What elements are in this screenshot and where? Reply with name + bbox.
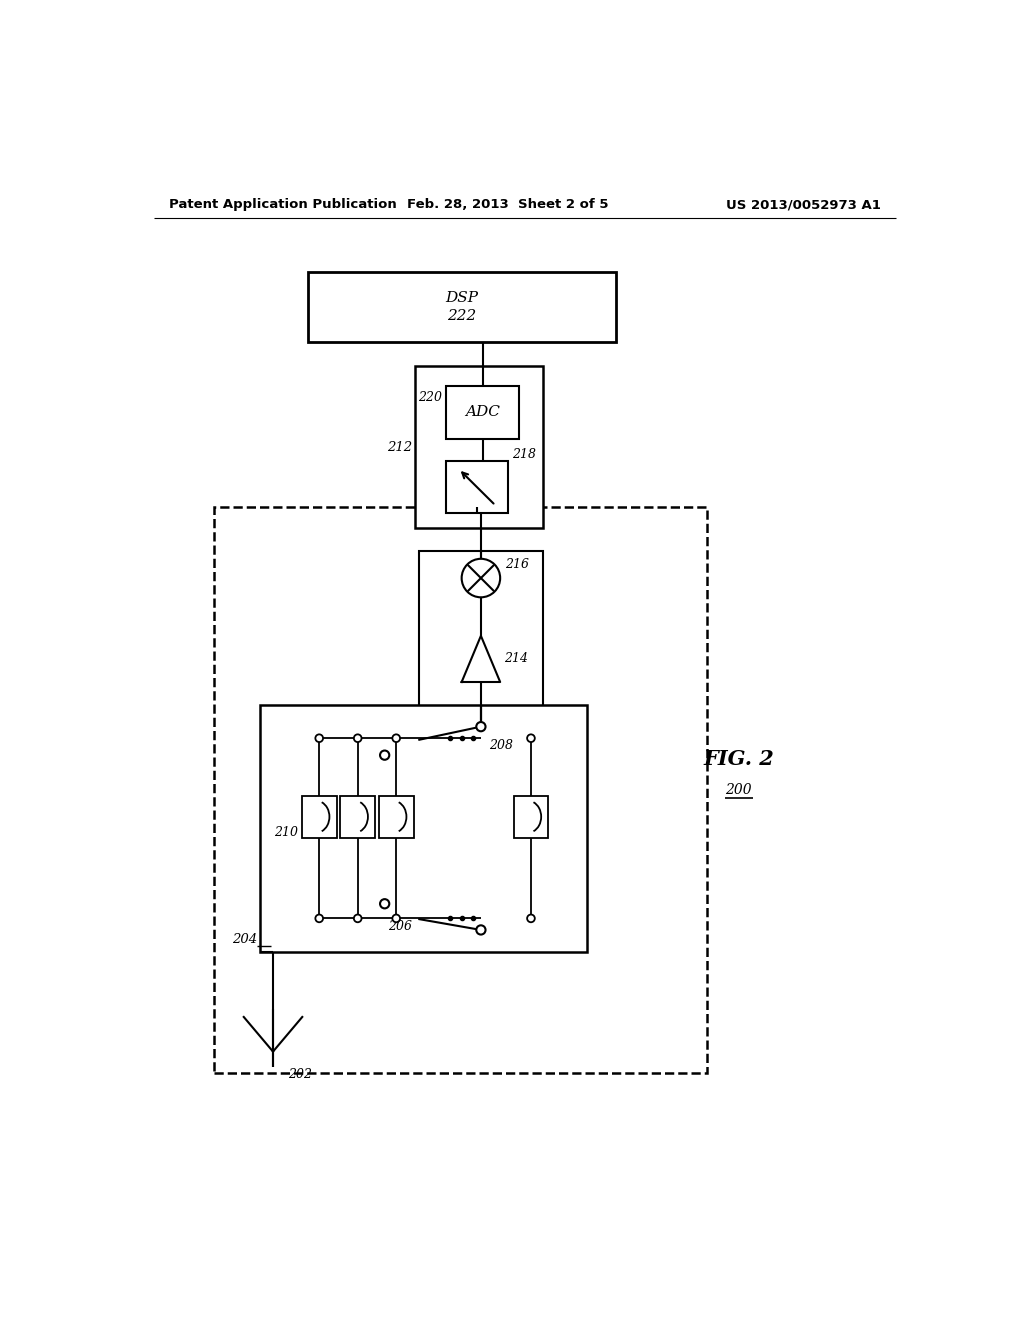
Bar (514, 796, 548, 838)
Circle shape (354, 734, 361, 742)
Bar (379, 796, 414, 838)
Circle shape (462, 558, 500, 598)
Text: Patent Application Publication: Patent Application Publication (169, 198, 397, 211)
Circle shape (527, 734, 535, 742)
Circle shape (380, 899, 389, 908)
Text: 216: 216 (505, 557, 528, 570)
Bar (446, 461, 508, 513)
Circle shape (354, 915, 361, 923)
Circle shape (476, 925, 485, 935)
Text: Feb. 28, 2013  Sheet 2 of 5: Feb. 28, 2013 Sheet 2 of 5 (408, 198, 608, 211)
Bar (419, 552, 543, 729)
Text: 206: 206 (388, 920, 413, 933)
Circle shape (315, 915, 323, 923)
Text: 212: 212 (387, 441, 413, 454)
Bar (416, 366, 543, 528)
Text: FIG. 2: FIG. 2 (703, 748, 774, 770)
Text: 202: 202 (289, 1068, 312, 1081)
Bar (260, 705, 587, 952)
Bar (446, 385, 519, 440)
Polygon shape (462, 636, 500, 682)
Text: 218: 218 (512, 449, 536, 462)
Circle shape (380, 751, 389, 760)
Bar (307, 272, 615, 342)
Bar (214, 507, 707, 1073)
Bar (302, 796, 337, 838)
Text: 200: 200 (726, 783, 753, 797)
Text: 204: 204 (231, 933, 257, 946)
Circle shape (392, 915, 400, 923)
Text: ADC: ADC (465, 405, 501, 420)
Text: US 2013/0052973 A1: US 2013/0052973 A1 (726, 198, 882, 211)
Circle shape (476, 722, 485, 731)
Text: DSP
222: DSP 222 (445, 292, 478, 322)
Text: 220: 220 (419, 391, 442, 404)
Circle shape (392, 734, 400, 742)
Text: 210: 210 (274, 825, 298, 838)
Circle shape (315, 734, 323, 742)
Bar (340, 796, 375, 838)
Text: 214: 214 (504, 652, 528, 665)
Circle shape (527, 915, 535, 923)
Text: 208: 208 (488, 739, 513, 752)
